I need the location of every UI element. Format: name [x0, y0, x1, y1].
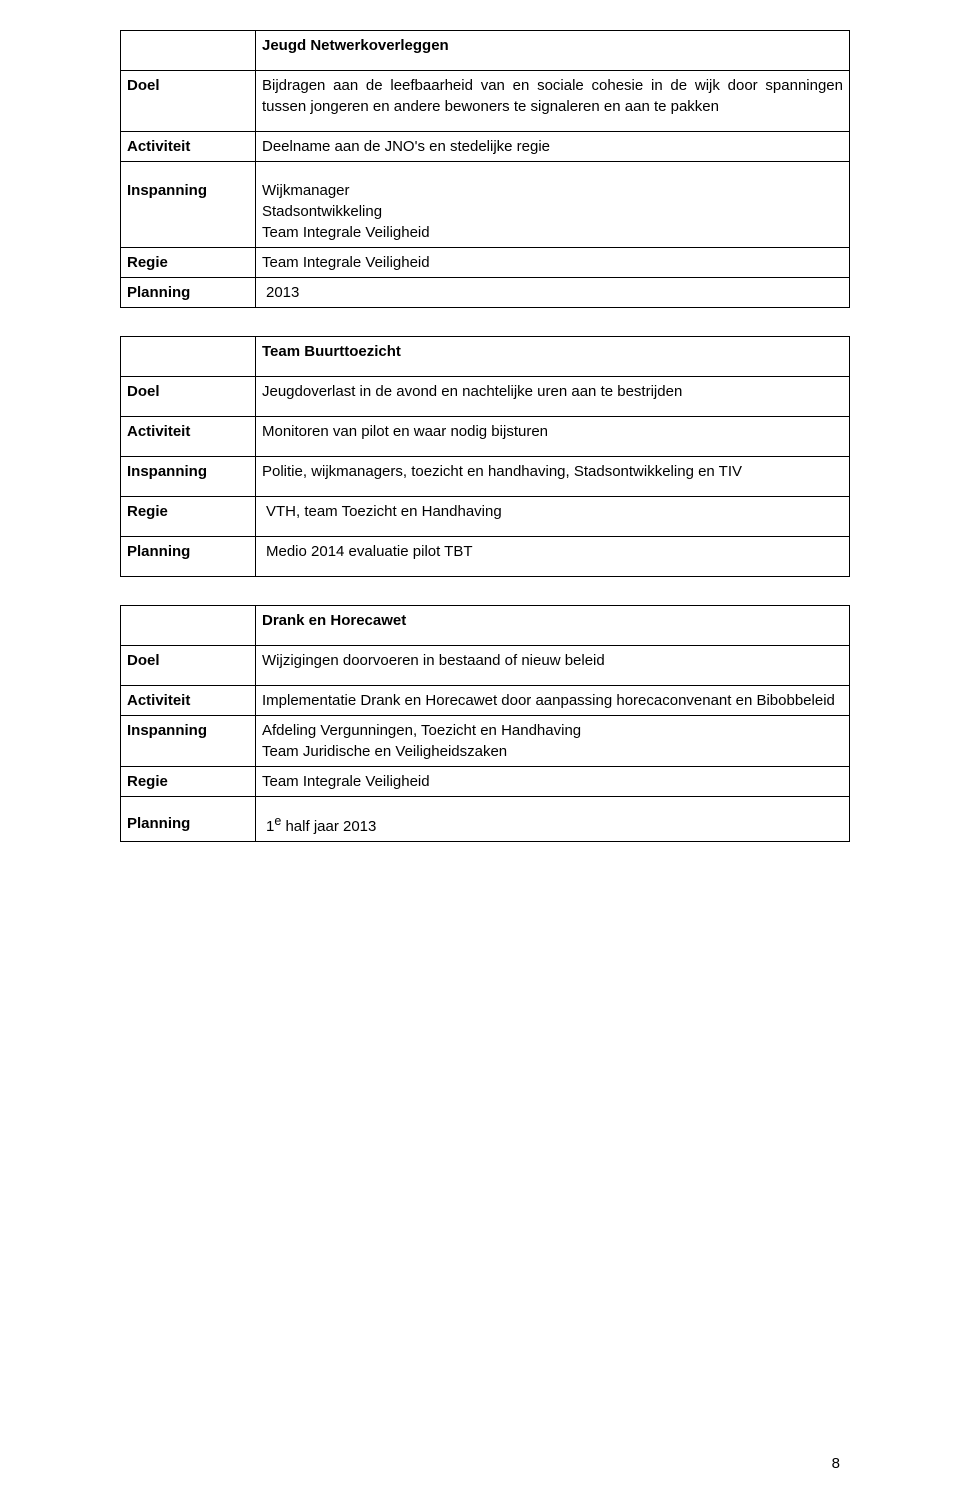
row-content: Afdeling Vergunningen, Toezicht en Handh… — [256, 716, 850, 767]
table-title: Team Buurttoezicht — [256, 337, 850, 377]
title-label-cell — [121, 31, 256, 71]
row-content: Team Integrale Veiligheid — [256, 248, 850, 278]
table-title: Jeugd Netwerkoverleggen — [256, 31, 850, 71]
table-drank-en-horecawet: Drank en Horecawet Doel Wijzigingen door… — [120, 605, 850, 842]
planning-text: 1e half jaar 2013 — [266, 818, 376, 835]
row-content: Monitoren van pilot en waar nodig bijstu… — [256, 417, 850, 457]
row-content: VTH, team Toezicht en Handhaving — [256, 497, 850, 537]
row-label: Planning — [121, 278, 256, 308]
table-team-buurttoezicht: Team Buurttoezicht Doel Jeugdoverlast in… — [120, 336, 850, 577]
row-content: Wijzigingen doorvoeren in bestaand of ni… — [256, 646, 850, 686]
row-label: Activiteit — [121, 417, 256, 457]
row-content: Implementatie Drank en Horecawet door aa… — [256, 686, 850, 716]
row-label: Regie — [121, 497, 256, 537]
row-label: Activiteit — [121, 686, 256, 716]
row-label: Doel — [121, 646, 256, 686]
table-title: Drank en Horecawet — [256, 606, 850, 646]
row-label: Inspanning — [121, 716, 256, 767]
table-jeugd-netwerkoverleggen: Jeugd Netwerkoverleggen Doel Bijdragen a… — [120, 30, 850, 308]
row-content: 2013 — [256, 278, 850, 308]
row-label: Planning — [121, 797, 256, 842]
page-number: 8 — [832, 1453, 840, 1474]
row-content: 1e half jaar 2013 — [256, 797, 850, 842]
row-label: Planning — [121, 537, 256, 577]
row-content: Jeugdoverlast in de avond en nachtelijke… — [256, 377, 850, 417]
row-content: Medio 2014 evaluatie pilot TBT — [256, 537, 850, 577]
row-label: Inspanning — [121, 457, 256, 497]
row-content: Deelname aan de JNO's en stedelijke regi… — [256, 132, 850, 162]
row-content: Team Integrale Veiligheid — [256, 767, 850, 797]
row-content: Politie, wijkmanagers, toezicht en handh… — [256, 457, 850, 497]
row-label: Inspanning — [121, 162, 256, 248]
row-label: Regie — [121, 767, 256, 797]
row-content: Bijdragen aan de leefbaarheid van en soc… — [256, 71, 850, 132]
row-label: Doel — [121, 377, 256, 417]
row-label: Regie — [121, 248, 256, 278]
row-label: Activiteit — [121, 132, 256, 162]
row-content: Wijkmanager Stadsontwikkeling Team Integ… — [256, 162, 850, 248]
title-label-cell — [121, 337, 256, 377]
title-label-cell — [121, 606, 256, 646]
row-label: Doel — [121, 71, 256, 132]
